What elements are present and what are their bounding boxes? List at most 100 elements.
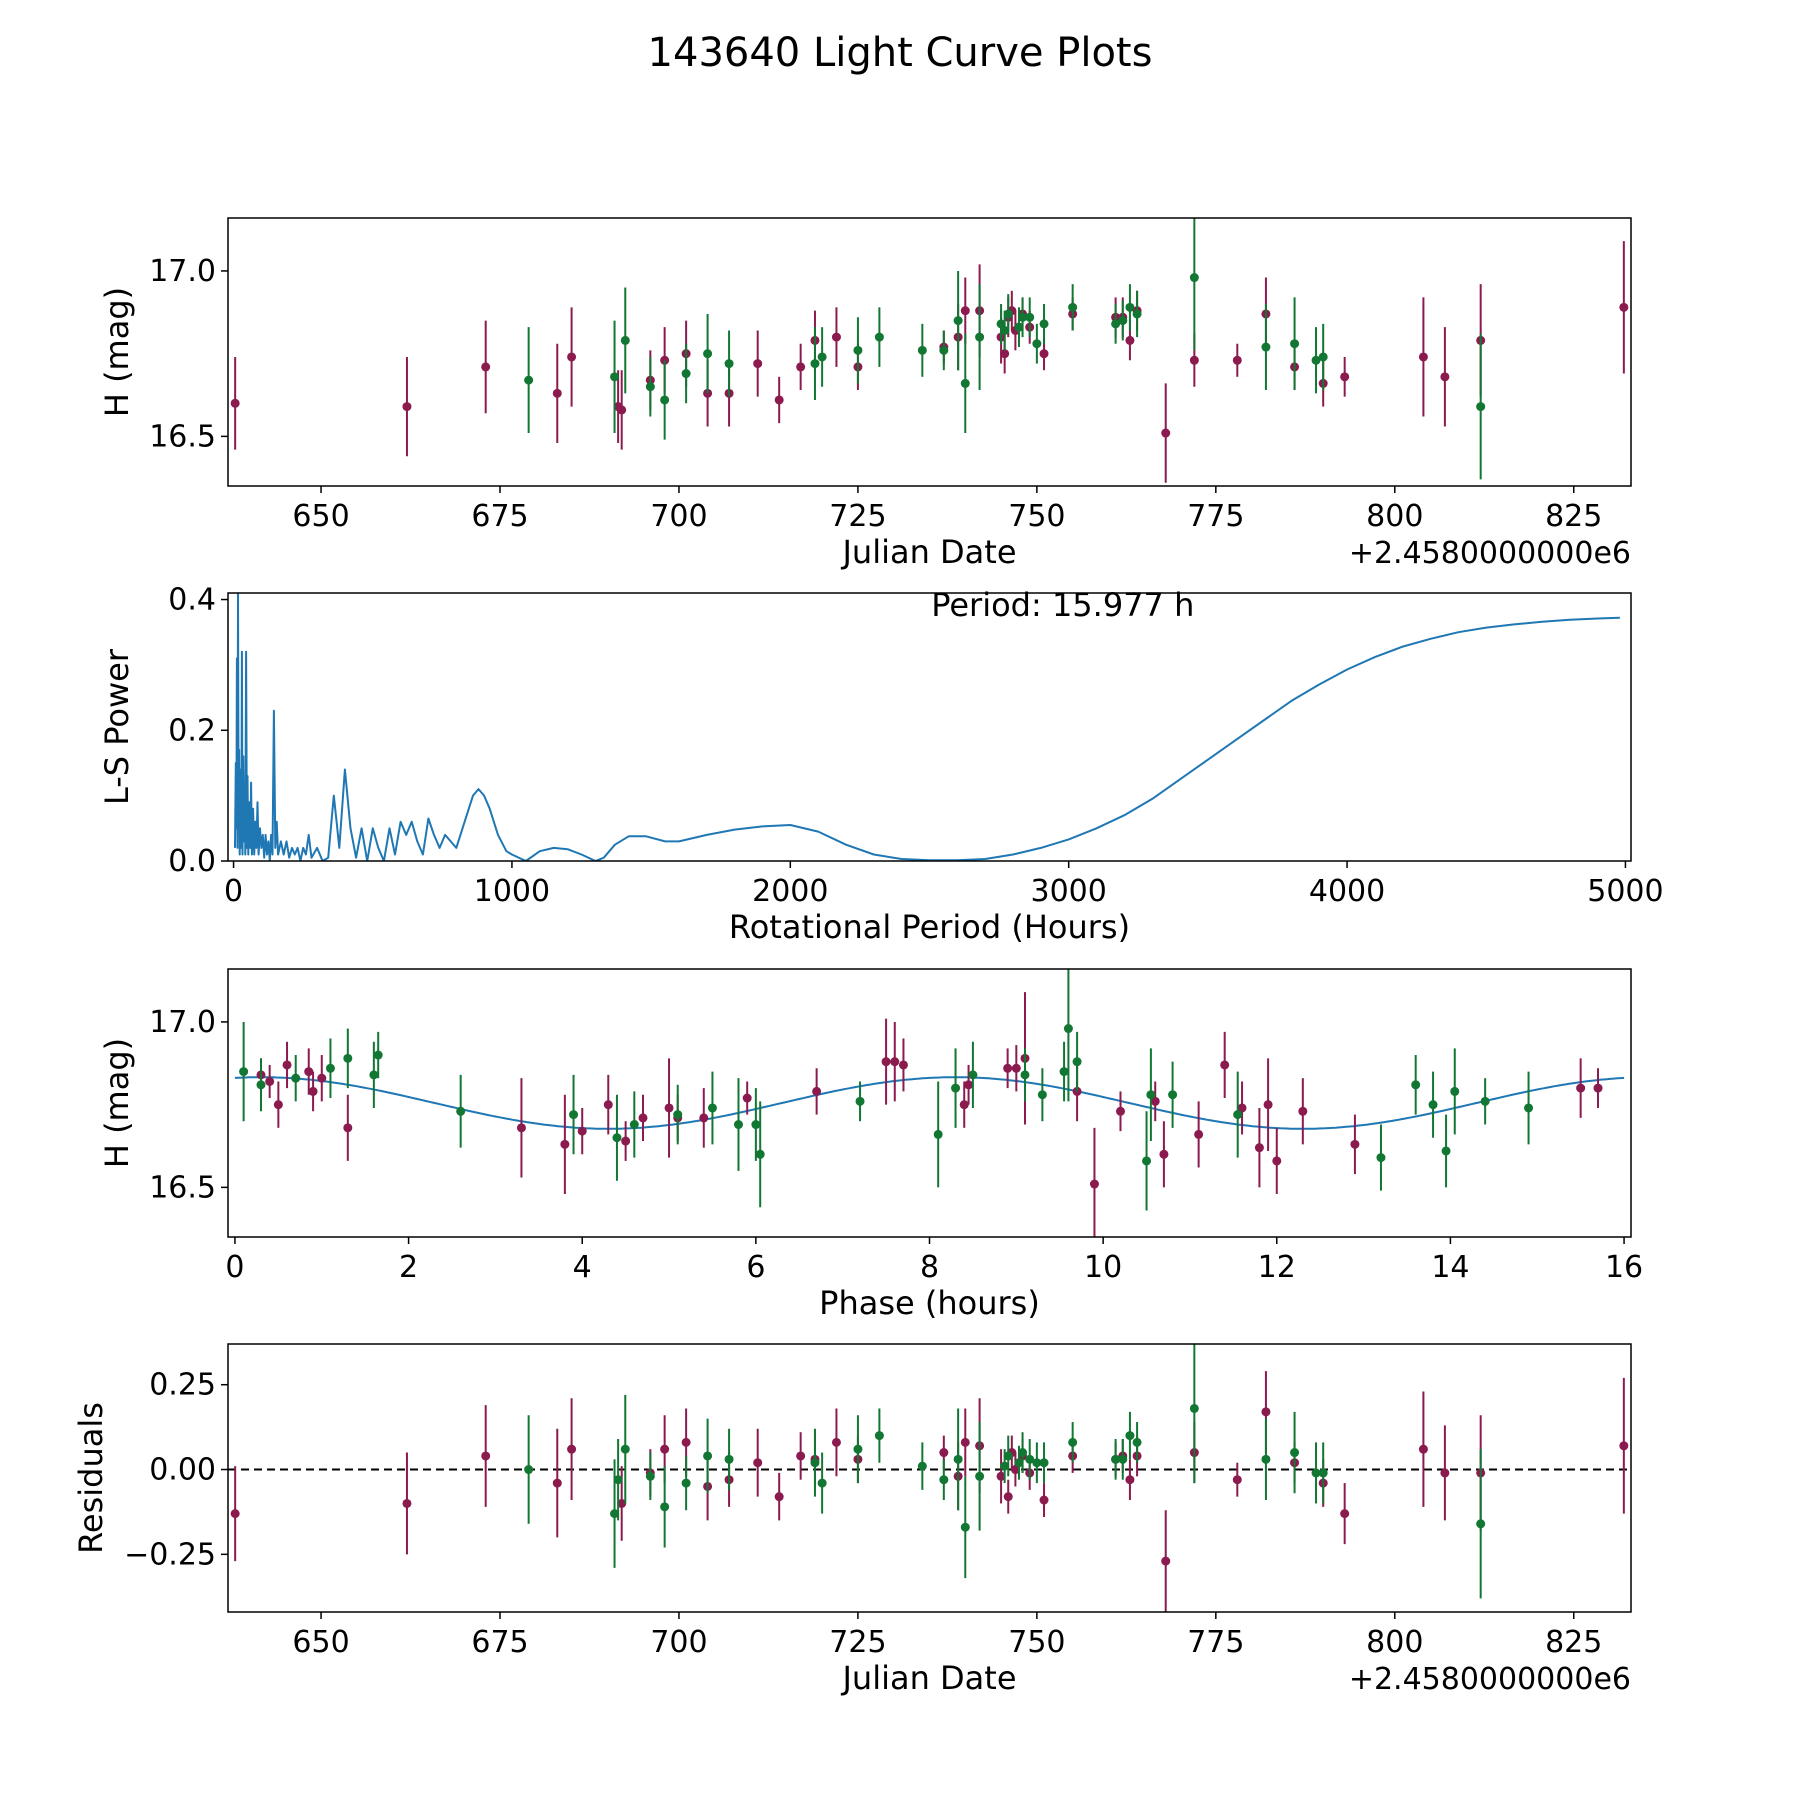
panel-phased: 0 2 4 6 8 10 12 14 16 16.5 17.0 Phase (hours) H (mag… (98, 968, 1643, 1322)
x-axis-label: Phase (hours) (819, 1284, 1040, 1322)
data-point-magenta (1232, 1475, 1242, 1485)
data-point-green (373, 1050, 383, 1060)
data-point-magenta (481, 1451, 491, 1461)
data-point-green (1000, 325, 1010, 335)
y-axis-label: L-S Power (98, 648, 136, 805)
data-point-magenta (774, 395, 784, 405)
data-point-green (951, 1083, 961, 1093)
data-point-green (1063, 1024, 1073, 1034)
data-point-green (703, 1451, 713, 1461)
y-axis-label: H (mag) (98, 1038, 136, 1168)
y-tick-label: 0.4 (168, 583, 216, 618)
y-tick-label: 0.25 (149, 1368, 216, 1403)
data-point-green (1000, 1461, 1010, 1471)
data-point-green (1111, 319, 1121, 329)
data-point-green (524, 1465, 534, 1475)
data-point-magenta (402, 1498, 412, 1508)
data-point-magenta (1298, 1106, 1308, 1116)
data-point-green (1025, 312, 1035, 322)
data-point-green (1003, 1451, 1013, 1461)
plot-area-periodogram (234, 593, 1620, 861)
data-point-magenta (1039, 1495, 1049, 1505)
data-point-green (673, 1110, 683, 1120)
data-point-green (681, 369, 691, 379)
data-point-green (1261, 1454, 1271, 1464)
data-point-green (1376, 1153, 1386, 1163)
data-point-magenta (577, 1126, 587, 1136)
data-point-magenta (1089, 1179, 1099, 1189)
data-point-green (610, 1509, 620, 1519)
x-tick-label: 8 (920, 1250, 939, 1285)
data-point-green (707, 1103, 717, 1113)
data-point-green (1524, 1103, 1534, 1113)
data-point-magenta (939, 1448, 949, 1458)
data-point-magenta (1254, 1143, 1264, 1153)
data-point-green (1032, 339, 1042, 349)
data-point-magenta (638, 1113, 648, 1123)
data-point-green (612, 1133, 622, 1143)
data-point-magenta (552, 1478, 562, 1488)
x-axis-label: Julian Date (840, 533, 1016, 571)
y-tick-label: 16.5 (149, 1170, 216, 1205)
data-point-magenta (621, 1136, 631, 1146)
data-point-magenta (230, 1509, 240, 1519)
x-tick-label: 775 (1187, 1625, 1244, 1660)
data-point-magenta (796, 1451, 806, 1461)
x-tick-label: 4 (573, 1250, 592, 1285)
data-point-magenta (560, 1139, 570, 1149)
data-point-green (703, 349, 713, 359)
data-point-magenta (774, 1492, 784, 1502)
data-point-green (810, 1458, 820, 1468)
data-point-magenta (1220, 1060, 1230, 1070)
data-point-magenta (753, 359, 763, 369)
data-point-green (1111, 1454, 1121, 1464)
data-point-green (1072, 1057, 1082, 1067)
data-point-magenta (960, 1437, 970, 1447)
y-tick-label: 0.0 (168, 844, 216, 879)
data-point-magenta (1619, 1441, 1629, 1451)
data-point-green (1039, 1458, 1049, 1468)
data-point-green (933, 1129, 943, 1139)
data-point-magenta (516, 1123, 526, 1133)
x-tick-label: 10 (1084, 1250, 1122, 1285)
data-point-green (620, 1444, 630, 1454)
data-point-green (975, 1471, 985, 1481)
data-point-green (1428, 1100, 1438, 1110)
data-point-green (1142, 1156, 1152, 1166)
data-point-green (1261, 342, 1271, 352)
data-point-green (1411, 1080, 1421, 1090)
data-point-green (369, 1070, 379, 1080)
data-point-magenta (681, 1437, 691, 1447)
data-point-magenta (1159, 1149, 1169, 1159)
x-tick-label: 675 (471, 499, 528, 534)
x-tick-label: 4000 (1309, 874, 1385, 909)
x-tick-label: 700 (650, 1625, 707, 1660)
data-point-green (1125, 1431, 1135, 1441)
y-tick-label: −0.25 (124, 1537, 216, 1572)
data-point-green (1450, 1086, 1460, 1096)
axes-frame (227, 1343, 1632, 1613)
y-axis-label: H (mag) (98, 287, 136, 417)
y-tick-label: 16.5 (149, 419, 216, 454)
x-tick-label: 16 (1605, 1250, 1643, 1285)
x-tick-label: 725 (829, 1625, 886, 1660)
y-axis-label: Residuals (72, 1402, 110, 1554)
data-point-green (1018, 1448, 1028, 1458)
data-point-magenta (1418, 1444, 1428, 1454)
data-point-green (810, 359, 820, 369)
data-point-green (325, 1063, 335, 1073)
data-point-magenta (402, 402, 412, 412)
data-point-green (1480, 1096, 1490, 1106)
data-point-green (1003, 309, 1013, 319)
data-point-green (953, 1454, 963, 1464)
data-point-magenta (1261, 1407, 1271, 1417)
x-tick-label: 1000 (474, 874, 550, 909)
x-axis-label: Julian Date (840, 1659, 1016, 1697)
data-point-magenta (831, 332, 841, 342)
data-point-green (660, 395, 670, 405)
data-point-magenta (699, 1113, 709, 1123)
data-point-magenta (617, 1498, 627, 1508)
plot-area-residuals (228, 1344, 1631, 1612)
data-point-green (1118, 316, 1128, 326)
